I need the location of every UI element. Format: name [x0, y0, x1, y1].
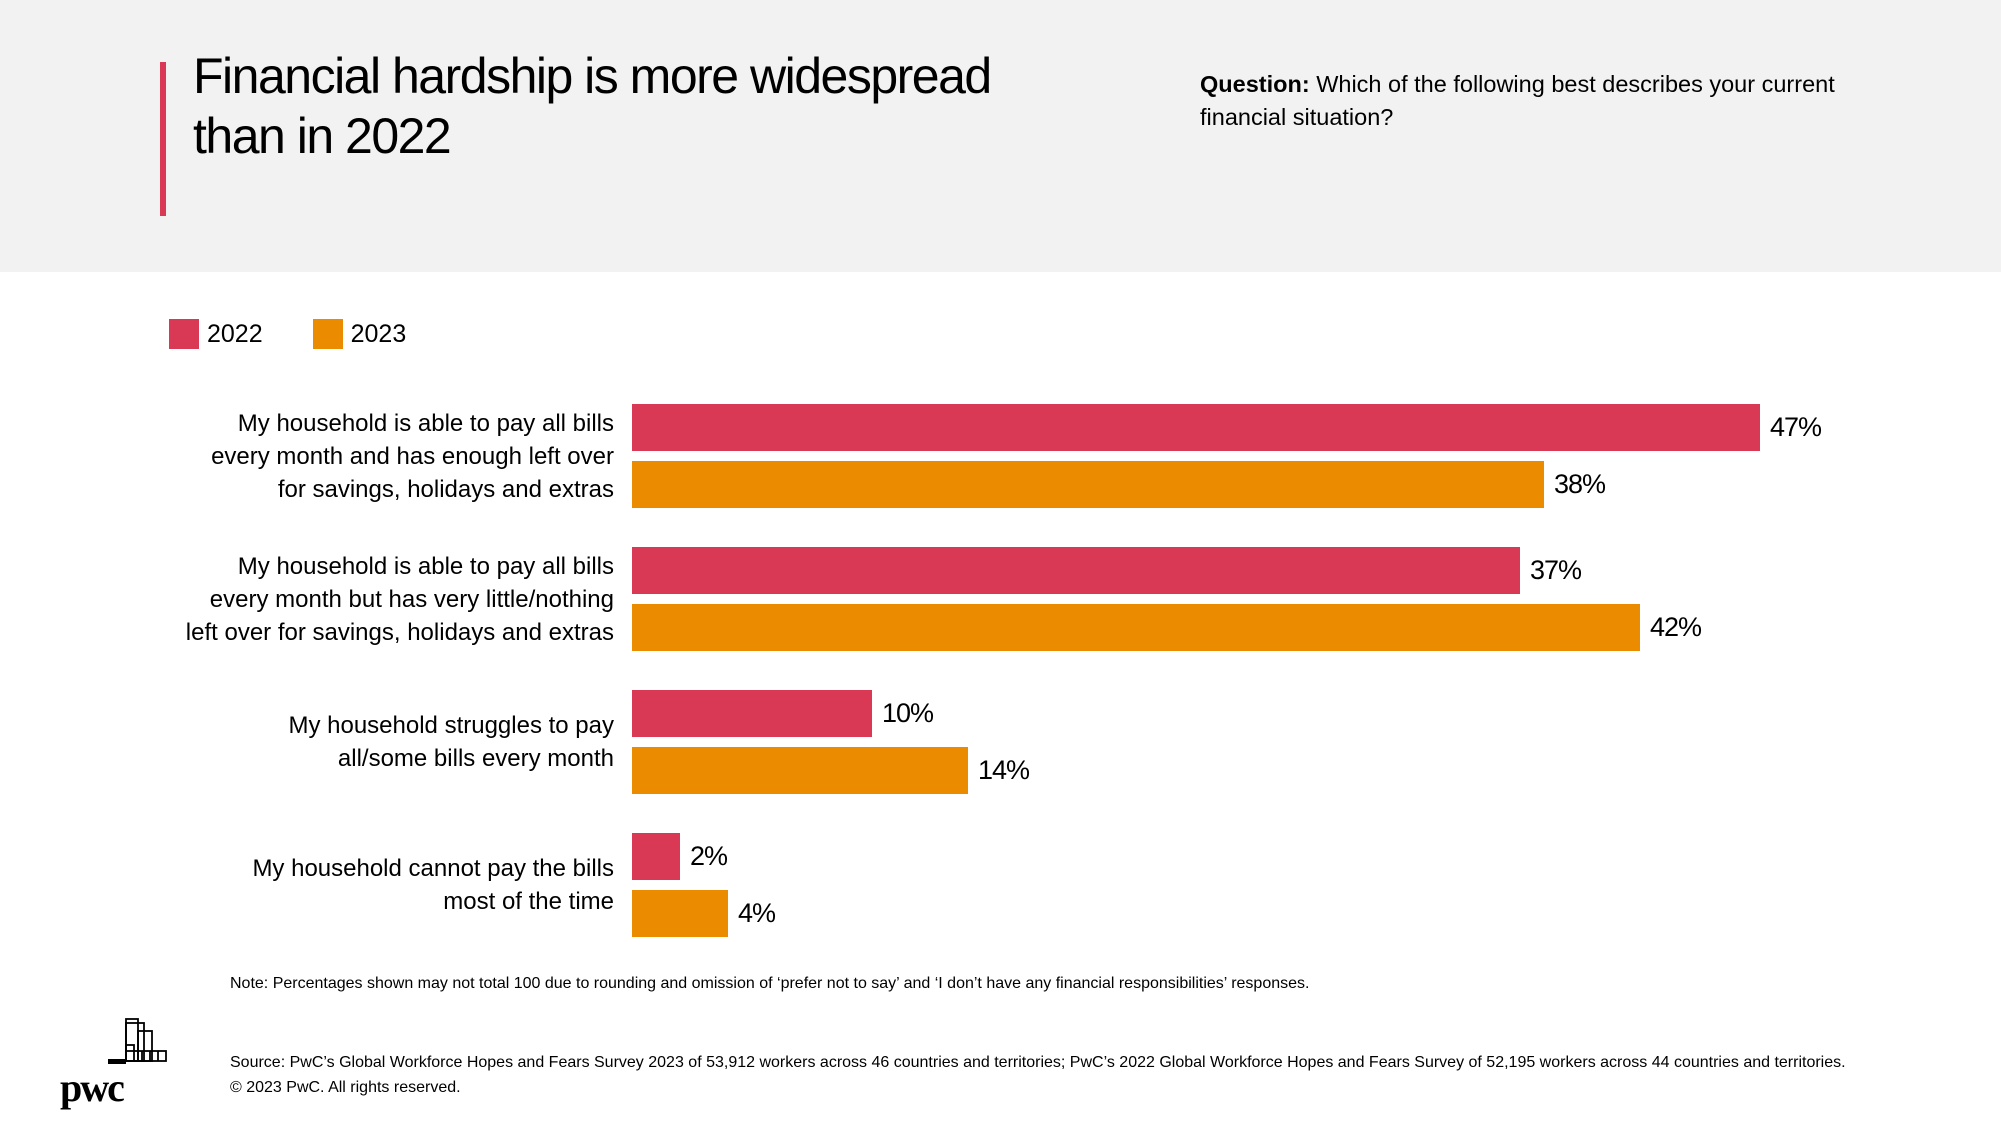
- category-label: My household cannot pay the bills most of…: [94, 852, 614, 918]
- bar-2023: [632, 747, 968, 794]
- value-label-2022: 2%: [690, 841, 728, 871]
- bar-2022: [632, 690, 872, 737]
- value-label-2023: 14%: [978, 755, 1030, 785]
- survey-question: Question: Which of the following best de…: [1200, 68, 1920, 134]
- category-label-line: for savings, holidays and extras: [277, 475, 614, 503]
- legend-item-2023: 2023: [312, 319, 407, 349]
- category-label: My household struggles to pay all/some bi…: [94, 709, 614, 775]
- category-label-line: every month and has enough left over: [211, 442, 614, 470]
- category-label-line: all/some bills every month: [337, 745, 614, 772]
- value-label-2023: 4%: [738, 898, 776, 928]
- question-label: Question:: [1200, 71, 1310, 97]
- bar-2023: [632, 461, 1544, 508]
- category-label-line: My household struggles to pay: [288, 712, 614, 739]
- legend-label-2022: 2022: [207, 319, 263, 348]
- legend-swatch-2023: [312, 319, 343, 349]
- bar-2022: [632, 833, 680, 880]
- page-title: Financial hardship is more widespread th…: [193, 48, 992, 164]
- pwc-logo-icon: pwc: [60, 1018, 167, 1110]
- legend-swatch-2022: [169, 319, 199, 349]
- legend-label-2023: 2023: [350, 319, 407, 348]
- value-label-2023: 42%: [1650, 612, 1702, 642]
- legend-item-2022: 2022: [169, 319, 263, 349]
- header-panel: Financial hardship is more widespread th…: [0, 0, 2001, 272]
- bar-2022: [632, 404, 1760, 451]
- value-label-2022: 47%: [1770, 412, 1822, 442]
- source-block: Source: PwC’s Global Workforce Hopes and…: [230, 1050, 1846, 1100]
- category-label-line: My household cannot pay the bills: [252, 855, 614, 882]
- footnote: Note: Percentages shown may not total 10…: [230, 975, 1310, 992]
- title-accent-bar: [160, 62, 166, 216]
- source-text: Source: PwC’s Global Workforce Hopes and…: [230, 1054, 1846, 1071]
- category-label-line: most of the time: [443, 888, 614, 915]
- category-label-line: My household is able to pay all bills: [237, 552, 614, 580]
- value-label-2023: 38%: [1554, 469, 1606, 499]
- bar-2022: [632, 547, 1520, 594]
- category-label-line: left over for savings, holidays and extr…: [185, 618, 614, 646]
- pwc-logo-text: pwc: [60, 1065, 124, 1110]
- bar-2023: [632, 604, 1640, 651]
- value-label-2022: 10%: [882, 698, 934, 728]
- pwc-logo: pwc: [58, 1015, 178, 1115]
- question-text: Which of the following best describes yo…: [1200, 71, 1835, 130]
- category-label-line: every month but has very little/nothing: [209, 585, 614, 613]
- bar-2023: [632, 890, 728, 937]
- category-label: My household is able to pay all bills eve…: [94, 550, 614, 649]
- category-label-line: My household is able to pay all bills: [237, 409, 614, 437]
- category-label: My household is able to pay all bills eve…: [94, 407, 614, 506]
- value-label-2022: 37%: [1530, 555, 1582, 585]
- copyright-text: © 2023 PwC. All rights reserved.: [230, 1079, 461, 1096]
- chart-legend: 2022 2023: [169, 319, 456, 349]
- bar-chart: My household is able to pay all bills eve…: [94, 404, 1822, 937]
